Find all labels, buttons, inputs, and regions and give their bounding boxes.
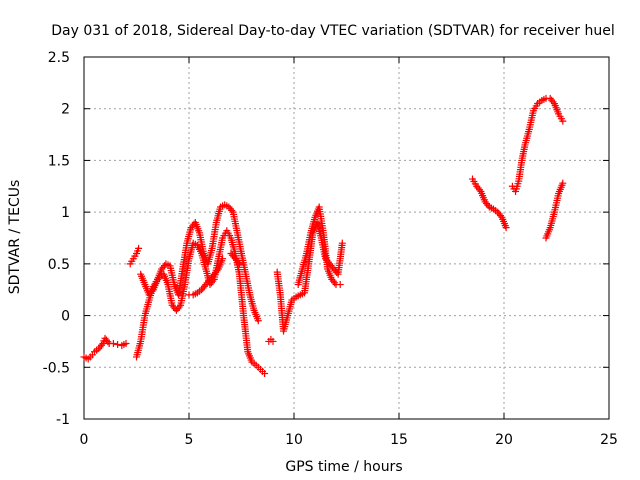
data-point [559, 117, 567, 125]
data-point [549, 98, 557, 106]
data-point [559, 179, 567, 187]
data-point [336, 281, 344, 289]
y-tick-label: 0.5 [48, 257, 70, 273]
data-points [80, 94, 567, 377]
data-point [114, 341, 122, 349]
y-tick-label: 0 [61, 309, 70, 325]
y-tick-label: 1.5 [48, 153, 70, 169]
data-point [234, 258, 242, 266]
x-tick-label: 15 [390, 432, 408, 448]
x-tick-label: 0 [80, 432, 89, 448]
axis-ticks: 0 5 10 15 20 25 -1 -0.5 0 0.5 1 1.5 2 2.5 [43, 50, 618, 448]
y-tick-label: 2.5 [48, 50, 70, 66]
data-point [502, 224, 510, 232]
y-axis-title: SDTVAR / TECUs [7, 180, 23, 295]
data-point [219, 255, 227, 263]
data-point [338, 239, 346, 247]
data-point [148, 287, 156, 295]
y-tick-label: 2 [61, 102, 70, 118]
x-tick-label: 5 [185, 432, 194, 448]
data-point [228, 206, 236, 214]
data-point [476, 186, 483, 194]
data-point [269, 337, 277, 345]
data-point [98, 341, 105, 349]
data-point [104, 338, 112, 346]
data-point [175, 303, 183, 311]
x-tick-label: 25 [600, 432, 618, 448]
data-point [135, 244, 143, 252]
x-axis-title: GPS time / hours [285, 459, 402, 475]
y-tick-label: 1 [61, 205, 70, 221]
data-point [109, 339, 117, 347]
data-point [331, 279, 339, 287]
data-point [235, 260, 243, 268]
y-tick-label: -1 [56, 412, 70, 428]
data-point [261, 369, 269, 377]
grid [84, 57, 609, 419]
data-point [122, 339, 130, 347]
y-tick-label: -0.5 [43, 360, 70, 376]
data-point [213, 267, 221, 275]
plot-area-frame [83, 56, 610, 420]
x-tick-label: 10 [285, 432, 303, 448]
chart-title: Day 031 of 2018, Sidereal Day-to-day VTE… [51, 23, 614, 39]
data-point [497, 212, 504, 220]
data-point [254, 317, 262, 325]
x-tick-label: 20 [495, 432, 513, 448]
